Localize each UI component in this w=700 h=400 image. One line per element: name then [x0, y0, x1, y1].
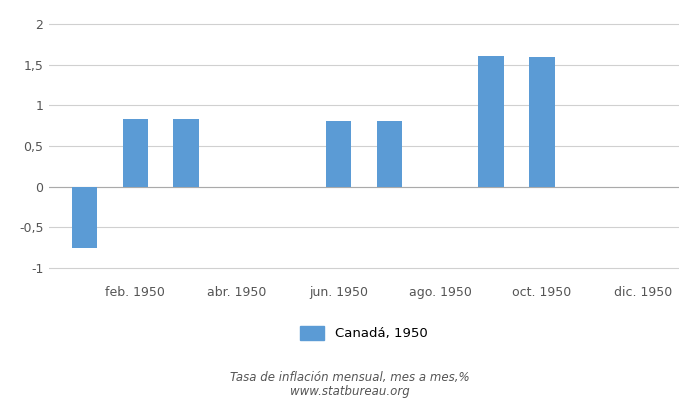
Bar: [174, 119, 199, 186]
Legend: Canadá, 1950: Canadá, 1950: [300, 326, 428, 340]
Bar: [377, 121, 402, 186]
Bar: [326, 121, 351, 186]
Bar: [478, 56, 504, 186]
Text: Tasa de inflación mensual, mes a mes,%: Tasa de inflación mensual, mes a mes,%: [230, 372, 470, 384]
Bar: [529, 58, 554, 186]
Bar: [122, 119, 148, 186]
Text: www.statbureau.org: www.statbureau.org: [290, 385, 410, 398]
Bar: [72, 186, 97, 248]
